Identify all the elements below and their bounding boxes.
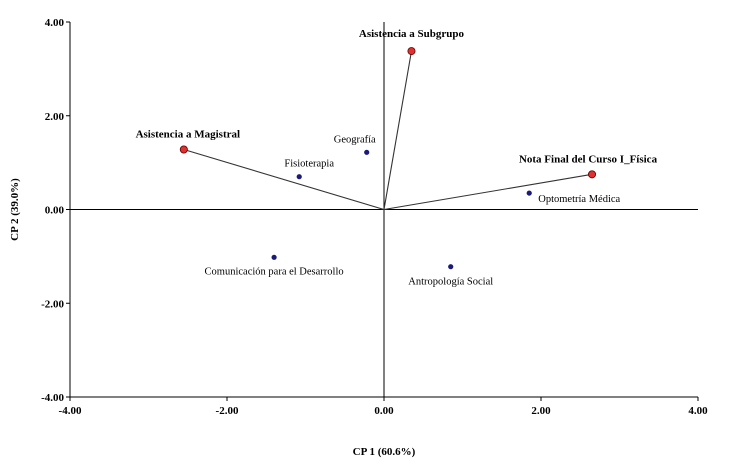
variable-point: [407, 47, 416, 56]
variable-point: [179, 145, 188, 154]
variable-vector-line: [383, 50, 413, 210]
axes: -4.00 -2.00 0.00 2.00 4.00 -4.00 -2.00 0.00 2.00…: [41, 17, 708, 417]
observation-label: Antropología Social: [408, 277, 493, 288]
variable-label: Asistencia a Magistral: [136, 129, 240, 141]
observation-point: [296, 174, 302, 180]
observation-label: Fisioterapia: [284, 159, 334, 170]
y-tick-label: -2.00: [41, 298, 64, 310]
x-axis-title: CP 1 (60.6%): [353, 446, 416, 458]
variable-vector-line: [383, 173, 593, 211]
y-axis-title: CP 2 (39.0%): [9, 178, 21, 241]
y-tick-label: 4.00: [45, 17, 65, 29]
x-tick-label: -2.00: [216, 405, 239, 417]
x-tick-label: 4.00: [688, 405, 708, 417]
observation-label: Optometría Médica: [538, 194, 620, 205]
observation-point: [526, 190, 532, 196]
point-labels: Asistencia a Subgrupo Asistencia a Magist…: [136, 28, 658, 288]
variable-vector-line: [183, 148, 385, 211]
observation-point: [448, 264, 454, 270]
variable-point: [588, 170, 597, 179]
y-tick-label: -4.00: [41, 392, 64, 404]
data-points: [179, 47, 597, 270]
variable-vectors: [183, 50, 593, 211]
observation-point: [271, 254, 277, 260]
x-tick-label: -4.00: [59, 405, 82, 417]
x-tick-label: 0.00: [374, 405, 394, 417]
observation-label: Geografía: [334, 134, 376, 145]
y-tick-label: 0.00: [45, 205, 65, 217]
observation-point: [364, 149, 370, 155]
x-tick-label: 2.00: [531, 405, 551, 417]
variable-label: Nota Final del Curso I_Física: [519, 153, 658, 165]
variable-label: Asistencia a Subgrupo: [359, 28, 465, 40]
y-tick-label: 2.00: [45, 111, 65, 123]
observation-label: Comunicación para el Desarrollo: [205, 266, 344, 277]
